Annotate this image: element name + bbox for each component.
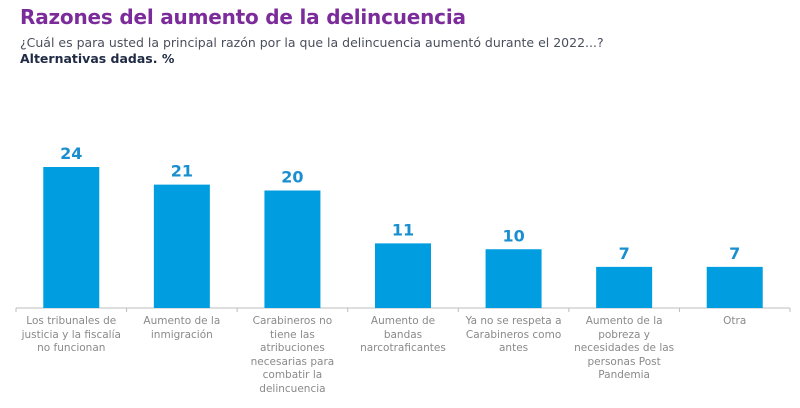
data-label: 7 <box>619 244 630 263</box>
bar <box>485 249 542 308</box>
data-label: 24 <box>60 144 82 163</box>
bar <box>375 243 431 308</box>
data-label: 11 <box>392 220 414 239</box>
bar <box>596 266 653 308</box>
x-tick-label-line: inmigración <box>150 328 213 341</box>
x-tick-label-line: bandas <box>383 328 423 341</box>
x-tick-label: Aumento de la inmigración <box>129 315 236 342</box>
x-tick-label-line: Ya no se respeta a <box>465 315 562 327</box>
x-tick-label: Aumento de la pobreza y necesidades de las… <box>571 315 678 383</box>
x-tick-label-line: Carabineros como <box>465 328 562 341</box>
chart-subtitle: ¿Cuál es para usted la principal razón p… <box>20 35 604 50</box>
x-tick-label-line: necesarias para <box>250 355 335 368</box>
x-tick-label: Carabineros no tiene las atribuciones neces… <box>239 315 346 396</box>
bar <box>264 190 321 308</box>
x-tick-label-line: Aumento de <box>370 315 436 327</box>
data-label: 10 <box>502 226 524 245</box>
x-tick-label-line: combatir la <box>262 369 323 381</box>
x-tick-label-line: narcotraficantes <box>360 342 446 354</box>
bar <box>43 167 100 308</box>
x-tick-label-line: pobreza y <box>598 328 651 341</box>
x-tick-label-line: no funcionan <box>37 342 106 354</box>
x-tick-label-line: Aumento de la <box>143 315 221 327</box>
x-tick-label: Los tribunales de justicia y la fiscalía n… <box>18 315 125 356</box>
x-tick-label-line: justicia y la fiscalía <box>21 328 121 341</box>
x-tick-label-line: necesidades de las <box>574 342 675 354</box>
x-tick-label-line: Los tribunales de <box>26 315 117 327</box>
x-tick-label-line: atribuciones <box>260 342 325 354</box>
x-tick-label-line: delincuencia <box>259 382 326 395</box>
x-tick-label-line: Pandemia <box>598 369 650 381</box>
chart-title: Razones del aumento de la delincuencia <box>20 5 466 29</box>
x-tick-label-line: Carabineros no <box>252 315 333 327</box>
x-tick-label-line: Aumento de la <box>585 315 663 327</box>
bar <box>153 184 210 308</box>
x-tick-label-line: personas Post <box>587 355 661 368</box>
x-tick-label-line: Otra <box>723 315 747 327</box>
x-tick-label: Otra <box>681 315 788 329</box>
x-tick-label-line: antes <box>498 342 529 354</box>
x-tick-label: Ya no se respeta a Carabineros como antes <box>460 315 567 356</box>
chart-note: Alternativas dadas. % <box>20 51 175 66</box>
data-label: 20 <box>281 168 303 187</box>
x-tick-label: Aumento de bandas narcotraficantes <box>350 315 457 356</box>
data-label: 7 <box>729 244 740 263</box>
data-label: 21 <box>171 162 193 181</box>
x-tick-label-line: tiene las <box>270 328 315 341</box>
bar <box>706 266 763 308</box>
